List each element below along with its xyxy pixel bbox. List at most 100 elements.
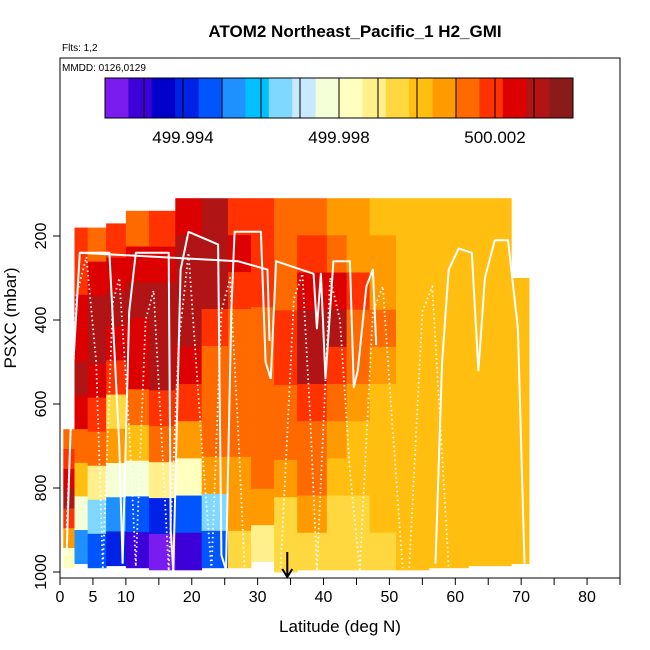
colorbar-swatch <box>362 78 387 118</box>
heatmap-cell <box>511 492 530 529</box>
heatmap-cell <box>87 295 107 331</box>
heatmap-cell <box>396 532 430 571</box>
heatmap-cell <box>297 346 328 385</box>
heatmap-cell <box>326 384 347 422</box>
heatmap-cell <box>148 354 176 391</box>
heatmap-cell <box>63 528 75 549</box>
heatmap-cell <box>274 347 298 386</box>
colorbar-swatch <box>222 78 246 118</box>
heatmap-cell <box>228 346 252 384</box>
heatmap-cell <box>396 346 430 385</box>
colorbar-swatch <box>245 78 270 118</box>
heatmap-cell <box>326 198 347 236</box>
colorbar-swatch <box>385 78 410 118</box>
y-tick-label: 200 <box>33 223 50 250</box>
heatmap-cell <box>396 458 430 496</box>
heatmap-cell <box>148 210 176 248</box>
heatmap-cell <box>369 495 397 534</box>
heatmap-cell <box>326 309 347 348</box>
heatmap-cell <box>228 493 252 532</box>
heatmap-cell <box>274 272 298 311</box>
colorbar <box>104 77 574 119</box>
heatmap-cell <box>468 345 512 383</box>
flight-track <box>316 277 361 570</box>
y-tick-label: 1000 <box>33 554 50 590</box>
heatmap-cell <box>228 235 252 273</box>
heatmap-cell <box>251 416 275 453</box>
y-tick-label: 600 <box>33 391 50 418</box>
heatmap-cell <box>228 272 252 310</box>
x-tick-label: 80 <box>578 589 596 606</box>
heatmap-cell <box>74 294 89 329</box>
heatmap-cell <box>201 493 229 532</box>
heatmap-cell <box>106 291 127 327</box>
flight-track <box>324 260 359 389</box>
heatmap-cell <box>326 346 347 385</box>
heatmap-cell <box>201 309 229 347</box>
x-tick-label: 5 <box>88 589 97 606</box>
heatmap-cell <box>125 532 150 569</box>
colorbar-swatch <box>432 78 457 118</box>
heatmap-cell <box>511 527 530 564</box>
heatmap-cell <box>274 235 298 274</box>
heatmap-cell <box>369 384 397 422</box>
heatmap-cell <box>396 309 430 348</box>
heatmap-cell <box>369 532 397 571</box>
colorbar-swatch <box>105 78 129 118</box>
flight-track <box>210 277 246 570</box>
colorbar-frame <box>104 77 574 119</box>
flight-track <box>79 251 271 342</box>
y-axis: 200 400 600 800 1000 <box>33 223 60 590</box>
heatmap-cell <box>175 495 203 534</box>
arrow-head <box>281 568 294 579</box>
chart-title: ATOM2 Northeast_Pacific_1 H2_GMI <box>208 22 501 41</box>
heatmap-cell <box>428 419 469 458</box>
x-tick-label: 30 <box>249 589 267 606</box>
heatmap-cell <box>148 426 176 463</box>
heatmap-cell <box>369 309 397 348</box>
heatmap-cell <box>148 282 176 319</box>
heatmap-cell <box>74 462 89 497</box>
heatmap-cell <box>74 227 89 262</box>
colorbar-swatch <box>456 78 480 118</box>
heatmap-cell <box>175 458 203 496</box>
heatmap-cell <box>175 421 203 459</box>
heatmap-cell <box>396 235 430 273</box>
heatmap-cell <box>106 326 127 361</box>
heatmap-cell <box>125 460 150 497</box>
flight-track <box>356 268 378 371</box>
heatmap-cell <box>148 390 176 427</box>
colorbar-swatch <box>549 78 574 118</box>
flight-track <box>358 285 404 570</box>
flight-track <box>101 277 137 568</box>
heatmap-cell <box>74 429 89 464</box>
colorbar-label: 499.998 <box>308 128 369 147</box>
heatmap-cell <box>396 421 430 459</box>
heatmap-cell <box>346 309 371 348</box>
heatmap-cell <box>201 346 229 384</box>
heatmap-cell <box>274 310 298 349</box>
heatmap-cell <box>297 495 328 534</box>
heatmap-cell <box>228 419 252 458</box>
heatmap-cell <box>125 389 150 426</box>
x-axis: 0 5 10 20 30 40 50 60 70 80 <box>56 578 621 606</box>
x-tick-label: 0 <box>56 589 65 606</box>
heatmap-cell <box>396 198 430 236</box>
heatmap-cell <box>396 272 430 311</box>
heatmap-cell <box>106 223 127 259</box>
heatmap-cell <box>326 421 347 459</box>
latitude-arrow-marker <box>281 552 294 579</box>
heatmap-cell <box>228 530 252 569</box>
heatmap-cell <box>251 379 275 417</box>
x-tick-label: 50 <box>381 589 399 606</box>
heatmap-cell <box>74 328 89 363</box>
heatmap-cell <box>297 198 328 236</box>
heatmap-cell <box>125 210 150 247</box>
colorbar-swatch <box>339 78 363 118</box>
heatmap-cell <box>175 235 203 273</box>
heatmap-cell <box>468 418 512 456</box>
heatmap-cell <box>87 499 107 535</box>
heatmap-cell <box>106 463 127 498</box>
heatmap-cell <box>74 395 89 430</box>
